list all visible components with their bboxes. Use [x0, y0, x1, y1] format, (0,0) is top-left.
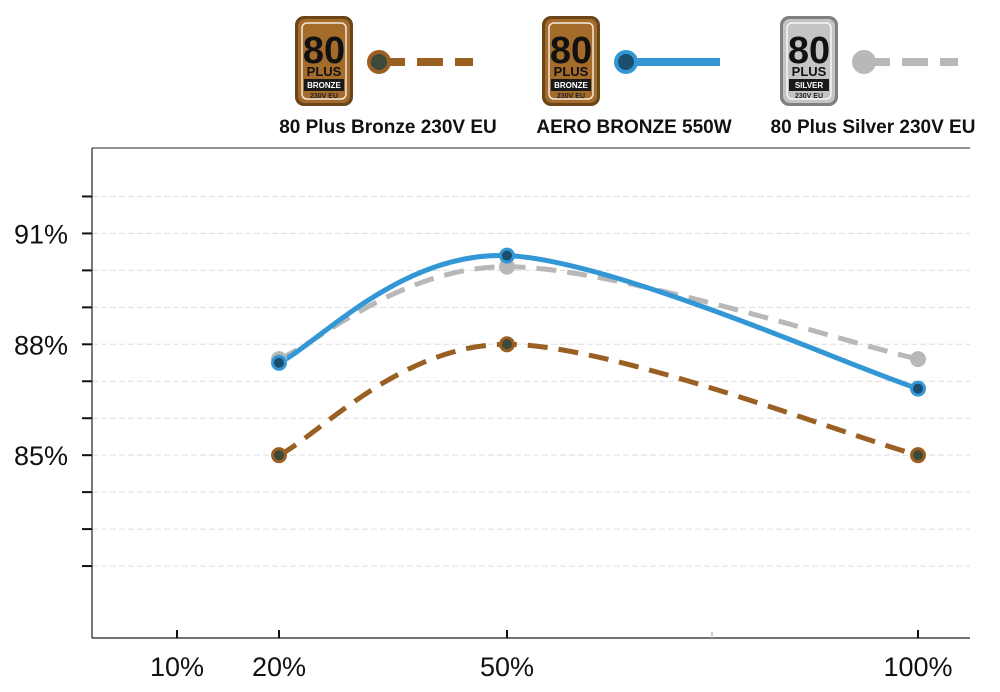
x-tick-label: 50% [480, 652, 534, 682]
badge-tier-band [789, 79, 829, 91]
series-line-0 [277, 341, 919, 458]
x-tick-label: 100% [883, 652, 952, 682]
badge-tier-text: BRONZE [307, 81, 341, 90]
data-point [499, 336, 515, 353]
badge-number: 80 [303, 30, 345, 72]
badge-tier-band [551, 79, 591, 91]
badge-tier-text: SILVER [795, 81, 824, 90]
data-point [910, 447, 926, 464]
badge-plus-text: PLUS [554, 64, 589, 79]
y-tick-label: 88% [14, 330, 68, 360]
badge-region-text: 230V EU [557, 93, 585, 100]
legend-label: AERO BRONZE 550W [536, 117, 731, 138]
badge-region-text: 230V EU [795, 93, 823, 100]
data-point [499, 247, 515, 264]
badge-number: 80 [788, 30, 830, 72]
x-tick-label: 20% [252, 652, 306, 682]
badge-inner-border [786, 22, 832, 100]
badge-inner-border [548, 22, 594, 100]
legend-marker [614, 50, 638, 74]
badge-tier-band [304, 79, 344, 91]
data-point [271, 354, 287, 371]
legend-marker [852, 50, 876, 74]
data-point [910, 380, 926, 397]
badge-number: 80 [550, 30, 592, 72]
data-point [271, 447, 287, 464]
badge-tier-text: BRONZE [554, 81, 588, 90]
y-tick-label: 91% [14, 219, 68, 249]
badge-plus-text: PLUS [307, 64, 342, 79]
data-point [910, 351, 926, 368]
legend-label: 80 Plus Bronze 230V EU [279, 117, 497, 138]
legend-label: 80 Plus Silver 230V EU [771, 117, 976, 138]
badge-inner-border [301, 22, 347, 100]
series-line-1 [277, 253, 919, 392]
legend-marker [367, 50, 391, 74]
y-tick-label: 85% [14, 441, 68, 471]
series-line-2 [278, 264, 919, 362]
badge-plus-text: PLUS [792, 64, 827, 79]
badge-region-text: 230V EU [310, 93, 338, 100]
x-tick-label: 10% [150, 652, 204, 682]
